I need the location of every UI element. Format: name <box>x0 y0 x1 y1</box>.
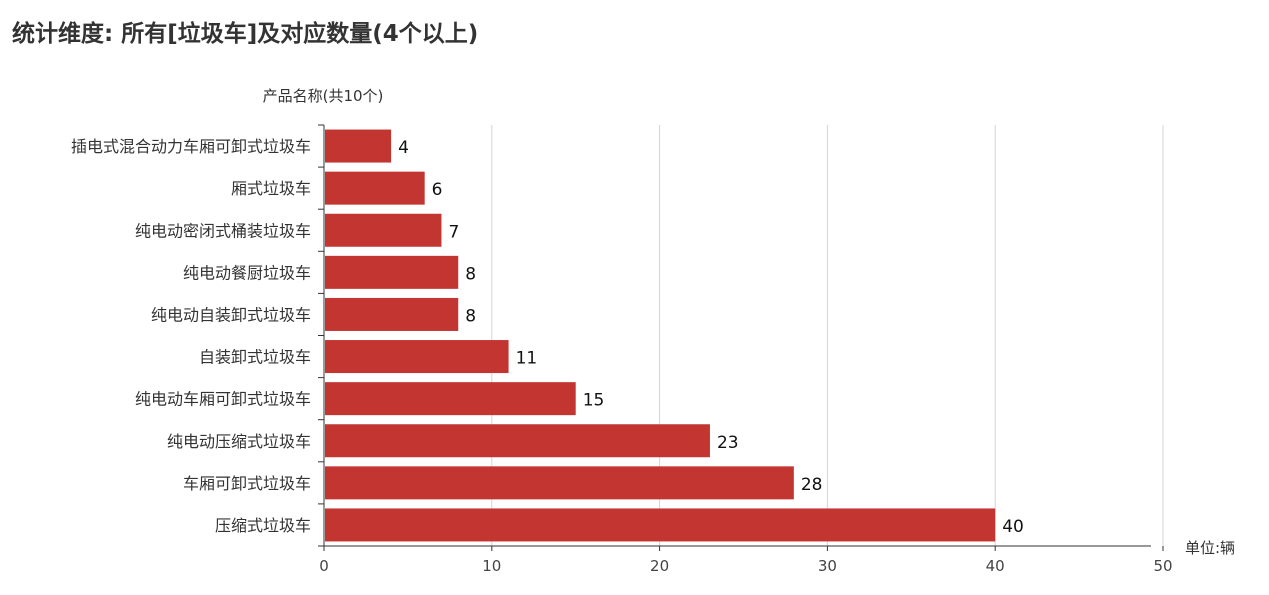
value-label: 8 <box>465 306 476 326</box>
value-label: 6 <box>432 180 443 200</box>
category-label: 车厢可卸式垃圾车 <box>183 474 311 493</box>
bar <box>325 424 710 458</box>
category-label: 纯电动自装卸式垃圾车 <box>151 305 311 324</box>
x-tick-label: 40 <box>986 557 1005 575</box>
bar <box>325 255 459 289</box>
bar <box>325 340 509 374</box>
value-label: 11 <box>516 349 538 369</box>
value-label: 23 <box>717 433 739 453</box>
x-tick-label: 0 <box>319 557 329 575</box>
value-label: 40 <box>1002 517 1024 537</box>
y-axis-name: 产品名称(共10个) <box>263 87 384 105</box>
category-label: 纯电动密闭式桶装垃圾车 <box>135 221 311 240</box>
value-labels: 4 6 7 8 8 11 15 23 28 40 <box>398 138 1024 537</box>
category-label: 纯电动压缩式垃圾车 <box>167 432 311 451</box>
bar <box>325 508 996 542</box>
value-label: 28 <box>801 475 823 495</box>
x-tick-label: 10 <box>482 557 501 575</box>
value-label: 7 <box>448 222 459 242</box>
bar <box>325 466 794 500</box>
value-label: 4 <box>398 138 409 158</box>
bar <box>325 297 459 331</box>
category-label: 压缩式垃圾车 <box>215 516 311 535</box>
category-label: 插电式混合动力车厢可卸式垃圾车 <box>71 137 311 156</box>
value-label: 8 <box>465 264 476 284</box>
bar <box>325 129 392 163</box>
category-label: 纯电动餐厨垃圾车 <box>183 263 311 282</box>
category-label: 自装卸式垃圾车 <box>199 348 311 367</box>
x-tick-label: 20 <box>650 557 669 575</box>
chart-title: 统计维度: 所有[垃圾车]及对应数量(4个以上) <box>12 21 479 47</box>
value-label: 15 <box>583 391 605 411</box>
bar <box>325 171 425 205</box>
category-label: 纯电动车厢可卸式垃圾车 <box>135 390 311 409</box>
bar <box>325 213 442 247</box>
bar <box>325 382 576 416</box>
x-tick-label: 50 <box>1153 557 1172 575</box>
bars-group <box>325 129 996 542</box>
axes: 0 10 20 30 40 50 <box>318 124 1173 575</box>
x-axis-name: 单位:辆 <box>1185 539 1235 557</box>
category-label: 厢式垃圾车 <box>231 179 311 198</box>
x-tick-label: 30 <box>818 557 837 575</box>
category-labels: 插电式混合动力车厢可卸式垃圾车厢式垃圾车纯电动密闭式桶装垃圾车纯电动餐厨垃圾车纯… <box>71 137 311 535</box>
